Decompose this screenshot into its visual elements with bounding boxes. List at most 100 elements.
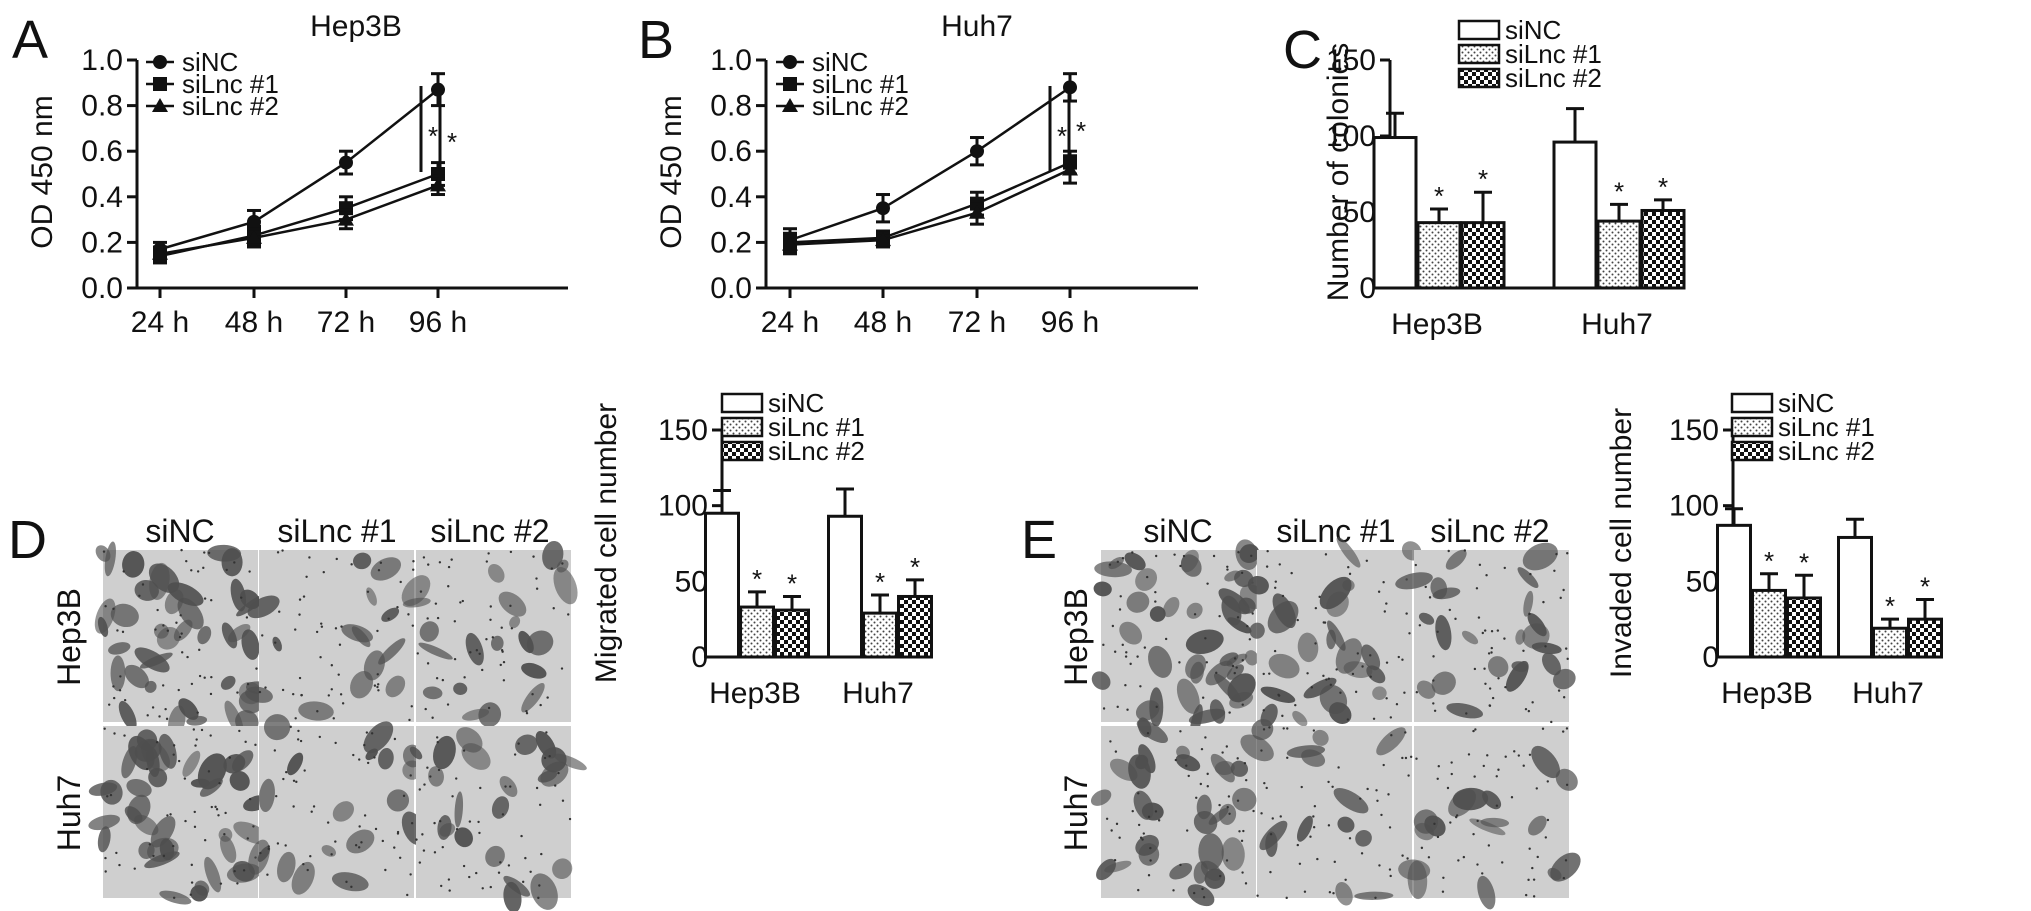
micro-pore <box>1474 728 1477 731</box>
micro-cell <box>370 557 402 581</box>
micro-cell <box>1297 632 1319 663</box>
micro-pore <box>468 820 472 823</box>
micro-cell <box>1435 614 1452 651</box>
micro-pore <box>1154 810 1158 813</box>
micro-pore <box>1491 696 1495 700</box>
micro-pore <box>1226 568 1229 571</box>
micro-e-image-hep3b-silnc1 <box>1247 537 1422 728</box>
micro-pore <box>1164 637 1168 641</box>
chart-0-legend-label: siLnc #1 <box>182 69 279 99</box>
micro-cell <box>1090 789 1112 806</box>
micro-pore <box>1327 780 1330 784</box>
chart-1-xtick-label: 72 h <box>948 306 1006 339</box>
micro-pore <box>1564 647 1568 650</box>
chart-2-legend-label: siNC <box>1505 15 1561 45</box>
micro-cell <box>1327 620 1346 651</box>
micro-pore <box>248 570 251 573</box>
micro-pore <box>1256 894 1259 897</box>
micro-pore <box>531 693 534 696</box>
micro-pore <box>1243 762 1247 765</box>
micro-pore <box>1129 662 1132 666</box>
chart-0-legend-marker <box>153 77 167 91</box>
micro-pore <box>406 893 409 897</box>
micro-pore <box>489 885 492 889</box>
micro-pore <box>1248 638 1252 641</box>
chart-3-bar <box>862 611 898 659</box>
micro-cell <box>341 624 373 643</box>
micro-pore <box>334 840 337 843</box>
chart-d-ylabel: Migrated cell number <box>590 403 623 683</box>
micro-pore <box>1528 612 1531 616</box>
micro-pore <box>1428 596 1432 599</box>
micro-pore <box>1559 596 1562 600</box>
micro-pore <box>1237 551 1240 554</box>
micro-pore <box>320 622 323 625</box>
micro-cell <box>97 826 111 853</box>
micro-pore <box>489 605 492 608</box>
micro-pore <box>1225 859 1229 862</box>
micro-pore <box>194 744 197 747</box>
micro-pore <box>118 863 121 867</box>
micro-pore <box>184 819 187 823</box>
micro-pore <box>1476 863 1479 866</box>
micro-cell <box>241 629 260 660</box>
micro-pore <box>246 837 249 840</box>
micro-pore <box>145 767 149 771</box>
micro-cell <box>1093 581 1112 597</box>
micro-cell <box>1372 686 1387 700</box>
micro-cell <box>1188 708 1226 725</box>
micro-pore <box>291 692 295 696</box>
micro-pore <box>1418 624 1422 627</box>
micro-pore <box>1557 689 1561 692</box>
chart-3-sig-star: * <box>787 568 797 598</box>
micro-cell <box>1268 653 1300 679</box>
micro-d-col-silnc1: siLnc #1 <box>277 513 396 549</box>
micro-pore <box>178 635 182 639</box>
micro-pore <box>1382 763 1385 767</box>
micro-pore <box>501 813 505 816</box>
micro-pore <box>412 560 415 563</box>
micro-pore <box>112 607 115 610</box>
chart-1-legend-marker <box>782 98 798 112</box>
micro-pore <box>1372 717 1376 721</box>
chart-3-legend-swatch <box>720 416 764 438</box>
micro-pore <box>1566 657 1569 661</box>
chart-1-point <box>875 232 891 247</box>
micro-pore <box>436 740 439 744</box>
micro-pore <box>1202 896 1206 899</box>
micro-pore <box>1236 799 1240 802</box>
micro-cell <box>540 761 569 787</box>
micro-pore <box>436 616 440 620</box>
micro-cell <box>159 890 192 905</box>
panel-letter-a: A <box>12 10 48 70</box>
micro-pore <box>455 777 458 780</box>
micro-pore <box>1482 764 1485 768</box>
micro-pore <box>1137 888 1140 892</box>
micro-pore <box>1455 814 1459 817</box>
micro-cell <box>287 752 304 776</box>
micro-e-col-silnc1: siLnc #1 <box>1276 513 1395 549</box>
micro-cell <box>1091 671 1111 690</box>
micro-cell <box>229 770 250 791</box>
micro-pore <box>1296 843 1299 847</box>
micro-cell <box>1149 606 1166 622</box>
micro-pore <box>374 827 378 831</box>
chart-2-xtick-label: Hep3B <box>1391 308 1483 341</box>
micro-pore <box>455 827 459 831</box>
micro-pore <box>1390 734 1393 737</box>
micro-cell <box>144 680 157 693</box>
micro-pore <box>1401 756 1404 760</box>
micro-pore <box>478 831 481 835</box>
micro-cell <box>1128 754 1151 789</box>
micro-pore <box>434 602 438 605</box>
chart-3-ytick-label: 100 <box>658 490 708 523</box>
micro-pore <box>485 560 489 563</box>
chart-2-sig-star: * <box>1614 176 1624 206</box>
micro-cell <box>110 655 126 692</box>
micro-pore <box>1228 711 1231 714</box>
micro-pore <box>233 561 236 564</box>
chart-4-ytick-label: 0 <box>1702 641 1719 674</box>
micro-cell <box>1547 867 1562 881</box>
micro-pore <box>298 676 302 680</box>
micro-pore <box>1510 796 1514 799</box>
